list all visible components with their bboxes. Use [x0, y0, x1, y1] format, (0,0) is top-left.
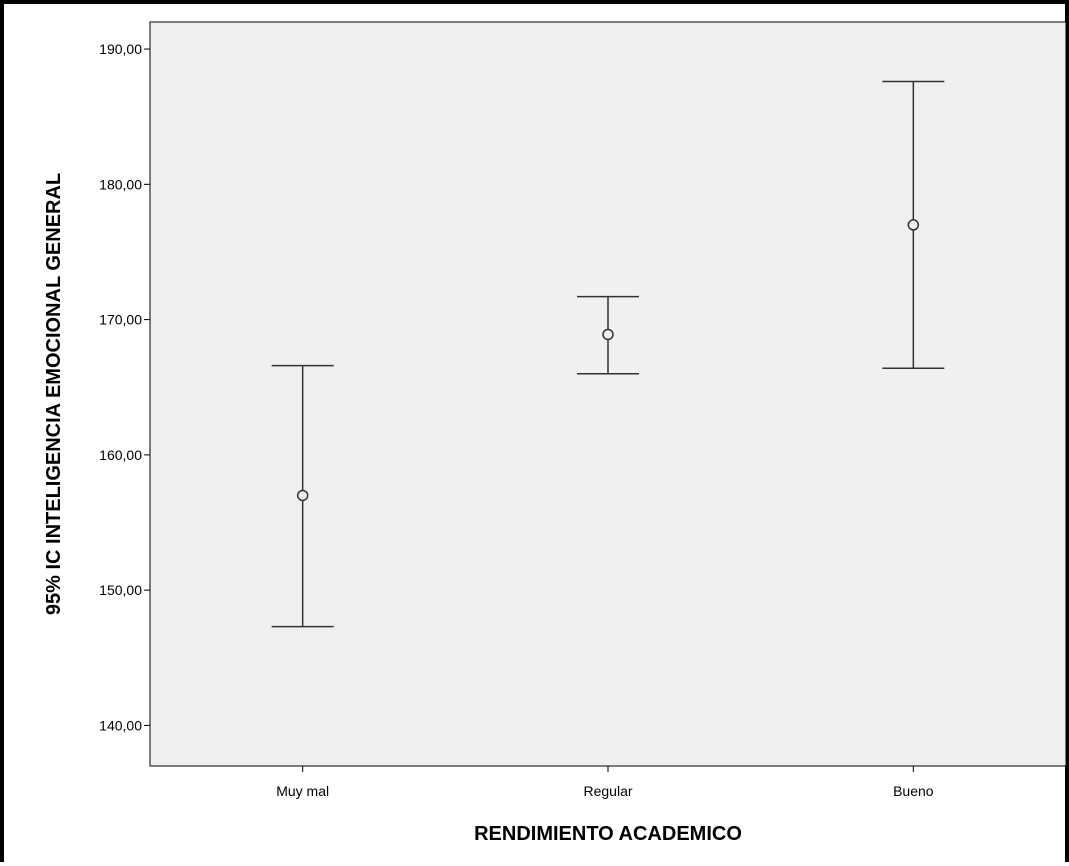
x-tick-label: Bueno — [893, 783, 934, 799]
y-tick-label: 170,00 — [99, 312, 142, 328]
error-bar — [577, 295, 639, 375]
error-bar-chart: 140,00 150,00 160,00 170,00 180,00 190,00 Muy… — [43, 21, 1067, 845]
y-tick-label: 190,00 — [99, 41, 142, 57]
mean-marker — [907, 219, 920, 231]
y-axis-title: 95% IC INTELIGENCIA EMOCIONAL GENERAL — [43, 173, 65, 615]
mean-marker — [296, 489, 309, 502]
x-tick-label: Muy mal — [276, 783, 329, 799]
error-bar — [271, 364, 334, 628]
x-axis-ticks: Muy mal Regular Bueno — [276, 766, 934, 799]
x-tick-label: Regular — [583, 783, 632, 799]
mean-marker — [602, 328, 614, 341]
error-bar — [882, 80, 945, 370]
y-tick-label: 150,00 — [99, 582, 142, 598]
y-tick-label: 160,00 — [99, 447, 142, 463]
x-axis-title: RENDIMIENTO ACADEMICO — [474, 823, 742, 845]
error-bars — [271, 80, 945, 628]
plot-area — [149, 21, 1067, 767]
y-tick-label: 140,00 — [99, 717, 142, 733]
y-axis-ticks: 140,00 150,00 160,00 170,00 180,00 190,00 — [99, 41, 150, 733]
y-tick-label: 180,00 — [99, 176, 142, 192]
